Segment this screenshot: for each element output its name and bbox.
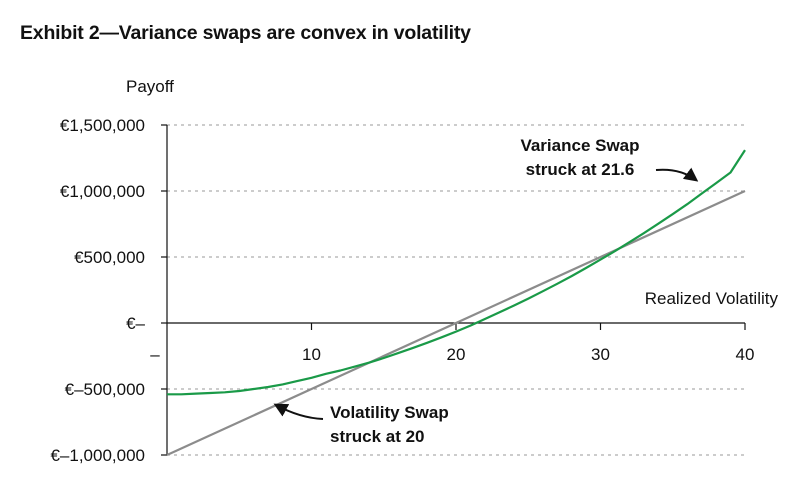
variance-annotation-line2: struck at 21.6 [526, 160, 635, 179]
volatility-annotation-line2: struck at 20 [330, 427, 425, 446]
y-tick-label: €1,000,000 [60, 182, 145, 201]
volatility-annotation-line1: Volatility Swap [330, 403, 449, 422]
series-lines [166, 149, 746, 457]
y-tick-label: €500,000 [74, 248, 145, 267]
variance-swap-line [167, 149, 746, 396]
y-tick-label: €–1,000,000 [50, 446, 145, 465]
title-exhibit-number: Exhibit 2 [20, 22, 100, 44]
x-tick-label: 40 [736, 345, 755, 364]
variance-swap-annotation: Variance Swap struck at 21.6 [520, 136, 699, 182]
x-axis-title: Realized Volatility [645, 289, 779, 308]
x-tick-label: 20 [447, 345, 466, 364]
volatility-swap-annotation: Volatility Swap struck at 20 [273, 403, 449, 446]
x-tick-label: – [150, 345, 160, 364]
y-tick-label: €– [126, 314, 145, 333]
volatility-swap-line [166, 189, 746, 457]
title-dash: — [99, 22, 119, 44]
chart-title: Exhibit 2—Variance swaps are convex in v… [20, 22, 471, 45]
x-tick-label: 10 [302, 345, 321, 364]
gridlines [167, 124, 745, 456]
y-tick-label: €–500,000 [65, 380, 145, 399]
volatility-annotation-arrow [273, 403, 324, 420]
variance-annotation-arrow [655, 167, 699, 182]
y-axis-title: Payoff [126, 77, 174, 96]
y-tick-label: €1,500,000 [60, 116, 145, 135]
variance-annotation-line1: Variance Swap [520, 136, 639, 155]
title-text: Variance swaps are convex in volatility [118, 22, 471, 44]
axis-labels: €1,500,000 €1,000,000 €500,000 €– €–500,000 €… [50, 116, 754, 465]
x-tick-label: 30 [591, 345, 610, 364]
